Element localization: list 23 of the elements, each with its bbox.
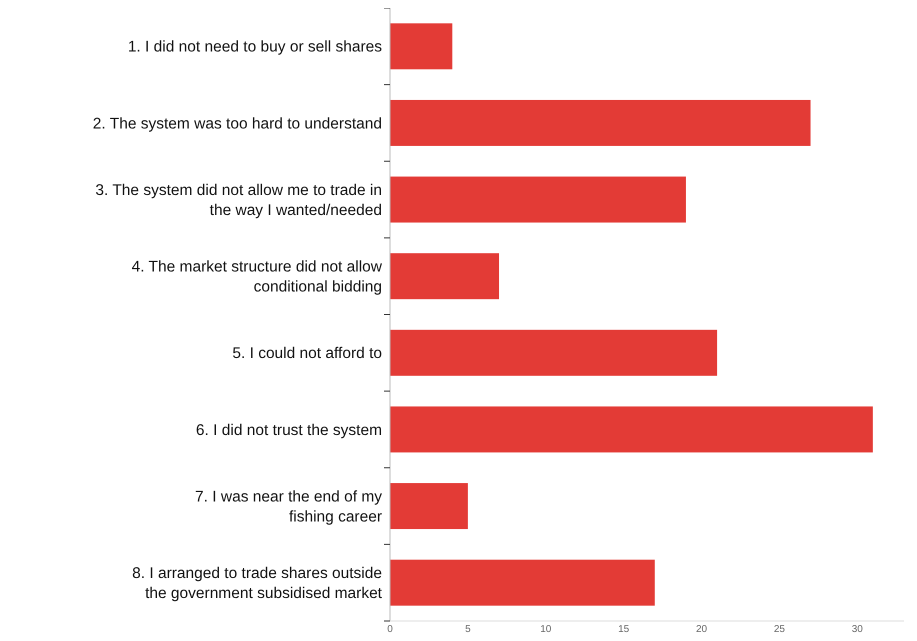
bar: [390, 100, 811, 146]
y-tick-label: 5. I could not afford to: [232, 345, 382, 362]
bar: [390, 176, 686, 223]
y-tick-label: 6. I did not trust the system: [196, 422, 382, 439]
y-tick-label: 3. The system did not allow me to trade in the way I wanted/needed: [95, 182, 382, 219]
y-tick-label: 7. I was near the end of my fishing career: [195, 488, 382, 526]
y-tick-label: 1. I did not need to buy or sell shares: [128, 38, 382, 56]
bar: [390, 330, 718, 376]
y-tick-label: 4. The market structure did not allow conditional bidding: [132, 258, 383, 296]
x-tick-label: 5: [465, 624, 472, 635]
x-tick-label: 10: [540, 624, 552, 635]
bar: [390, 406, 873, 452]
bar: [390, 23, 452, 70]
y-tick-label: 2. The system was too hard to understand: [92, 115, 382, 132]
bar: [390, 560, 655, 606]
x-tick-label: 20: [696, 624, 708, 635]
x-tick-label: 30: [852, 624, 864, 635]
bar: [390, 253, 500, 300]
x-tick-label: 15: [618, 624, 630, 635]
x-tick-label: 25: [774, 624, 786, 635]
y-tick-label: 8. I arranged to trade shares outside the government subsidised market: [132, 565, 383, 602]
bar: [390, 483, 468, 530]
x-tick-label: 0: [387, 624, 394, 635]
